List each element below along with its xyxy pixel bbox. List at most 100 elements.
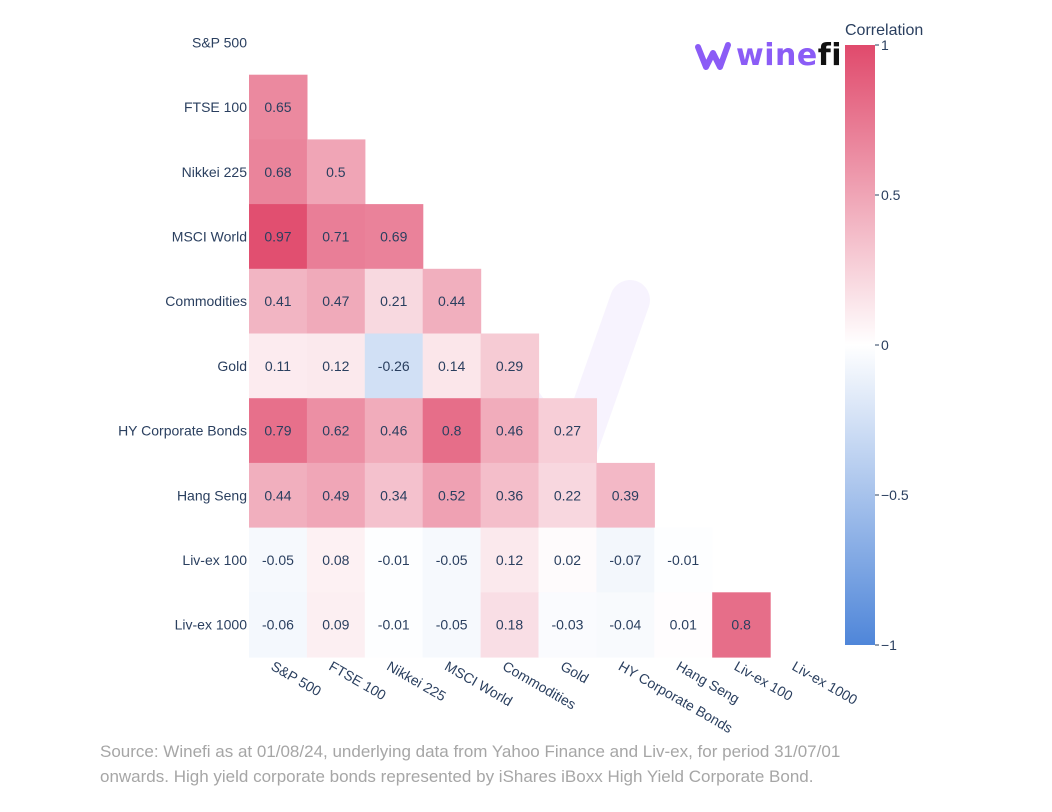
heatmap-cell [596,462,655,529]
row-label: Liv-ex 100 [182,552,247,568]
heatmap-cell [422,527,482,593]
cell-value-label: -0.01 [378,552,410,568]
heatmap-cell [422,462,482,529]
brand-name: winefi [736,38,843,73]
heatmap-cell [596,527,655,593]
heatmap-cell [480,592,540,658]
heatmap-cell [249,268,308,335]
heatmap-cell [249,527,308,593]
cell-value-label: -0.05 [436,617,468,633]
cell-value-label: 0.22 [554,487,581,503]
row-label: HY Corporate Bonds [118,423,247,439]
heatmap-cell [538,527,597,593]
cell-value-label: 0.65 [264,99,291,115]
colorbar-title: Correlation [845,22,923,39]
cell-value-label: -0.06 [262,617,294,633]
heatmap-cell [422,592,482,658]
heatmap-cell [364,592,424,658]
heatmap-cell [596,592,655,658]
heatmap-cell [422,268,482,335]
heatmap-cell [654,592,713,658]
heatmap-cell [306,204,366,270]
row-label: Commodities [165,293,247,309]
cell-value-label: 0.97 [264,228,291,244]
cell-value-label: 0.12 [322,358,349,374]
source-line-2: onwards. High yield corporate bonds repr… [100,767,814,786]
cell-value-label: 0.49 [322,487,349,503]
cell-value-label: 0.68 [264,164,291,180]
cell-value-label: 0.62 [322,423,349,439]
colorbar-gradient [845,45,875,645]
cell-value-label: -0.26 [378,358,410,374]
heatmap-cell [480,398,540,464]
cell-value-label: -0.05 [436,552,468,568]
heatmap-cell [249,139,308,205]
cell-value-label: 0.69 [380,228,407,244]
heatmap-cell [422,333,482,399]
column-label: Gold [558,658,592,687]
heatmap-cell [306,139,366,205]
cell-value-label: 0.44 [264,487,291,503]
heatmap-cell [364,462,424,529]
heatmap-cell [364,398,424,464]
source-line-1: Source: Winefi as at 01/08/24, underlyin… [100,742,841,761]
row-label: Nikkei 225 [182,164,248,180]
heatmap-cell [364,527,424,593]
cell-value-label: 0.79 [264,423,291,439]
cell-value-label: 0.47 [322,293,349,309]
heatmap-cell [538,462,597,529]
heatmap-cell [249,592,308,658]
cell-value-label: 0.46 [380,423,407,439]
cell-value-label: -0.05 [262,552,294,568]
cell-value-label: 0.36 [496,487,523,503]
cell-value-label: 0.46 [496,423,523,439]
row-label: Liv-ex 1000 [175,617,248,633]
cell-value-label: 0.52 [438,487,465,503]
heatmap-cell [306,333,366,399]
colorbar-tick-label: 0 [881,337,889,353]
heatmap-cell [249,204,308,270]
heatmap-cell [306,398,366,464]
heatmap-cell [249,74,308,140]
colorbar-tick-label: −1 [881,637,897,653]
cell-value-label: -0.01 [667,552,699,568]
source-note: Source: Winefi as at 01/08/24, underlyin… [100,739,1000,789]
heatmap-cell [364,204,424,270]
colorbar-tick-label: 1 [881,37,889,53]
cell-value-label: -0.01 [378,617,410,633]
colorbar: Correlation 1 0.5 0 −0.5 −1 [845,22,923,653]
heatmap-cell [422,398,482,464]
cell-value-label: 0.41 [264,293,291,309]
row-label: Hang Seng [177,487,247,503]
cell-value-label: 0.11 [265,358,291,374]
heatmap-cell [249,333,308,399]
heatmap-cell [538,398,597,464]
column-label: FTSE 100 [326,658,389,703]
cell-value-label: 0.44 [438,293,465,309]
heatmap-cell [306,462,366,529]
heatmap-cell [364,268,424,335]
heatmap-cell [249,462,308,529]
row-label: Gold [217,358,247,374]
cell-value-label: 0.01 [670,617,697,633]
cell-value-label: 0.09 [322,617,349,633]
heatmap-cell [306,268,366,335]
cell-value-label: 0.5 [326,164,346,180]
row-label: MSCI World [172,228,247,244]
row-label: FTSE 100 [184,99,247,115]
cell-value-label: 0.8 [442,423,462,439]
column-label: S&P 500 [268,658,324,699]
row-label: S&P 500 [192,34,247,50]
cell-value-label: -0.07 [609,552,641,568]
cell-value-label: 0.02 [554,552,581,568]
colorbar-tick-label: −0.5 [881,487,909,503]
cell-value-label: 0.18 [496,617,523,633]
heatmap-cell [306,527,366,593]
heatmap-cell [654,527,713,593]
cell-value-label: 0.12 [496,552,523,568]
cell-value-label: 0.08 [322,552,349,568]
heatmap-cell [306,592,366,658]
cell-value-label: 0.21 [380,293,407,309]
cell-value-label: 0.8 [731,617,751,633]
